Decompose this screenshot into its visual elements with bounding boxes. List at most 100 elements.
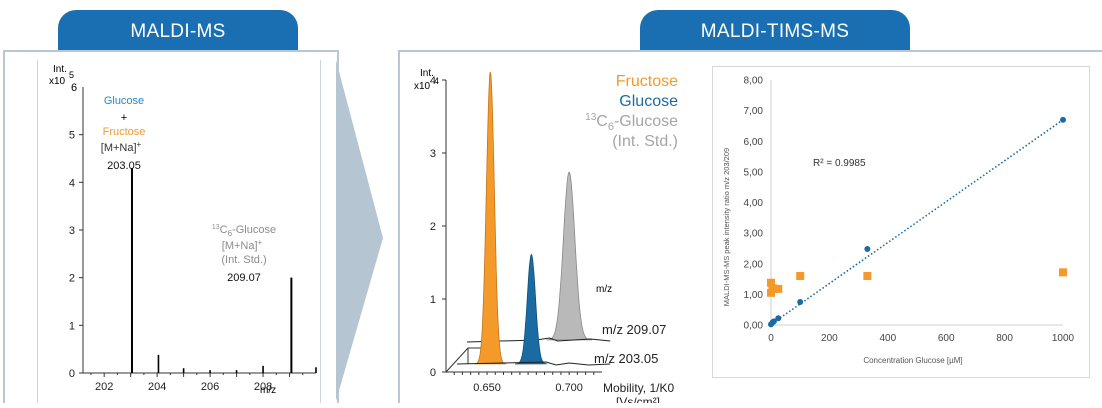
maldi-ms-tab: MALDI-MS — [58, 10, 298, 50]
cal-point-square — [767, 278, 775, 287]
tims-y-tick-label: 3 — [430, 148, 436, 160]
cal-point-square — [796, 272, 805, 280]
y-axis-label: Int. — [53, 64, 67, 75]
legend-istd: (Int. Std.) — [612, 133, 678, 150]
istd-label: (Int. Std.) — [221, 254, 266, 266]
maldi-ms-panel: Int. x10 5 6 0 1 2 3 4 5 202 204 206 208 m/z Gluc… — [3, 50, 339, 403]
cal-x-tick-label: 600 — [938, 333, 955, 344]
maldi-ms-spectrum: Int. x10 5 6 0 1 2 3 4 5 202 204 206 208 m/z Gluc… — [49, 64, 317, 396]
cal-y-tick-label: 4,00 — [744, 198, 764, 209]
cal-point-square — [1059, 268, 1067, 277]
legend-c13-sup: 13 — [585, 112, 597, 123]
ms-axes: 0 1 2 3 4 5 202 204 206 208 — [69, 87, 316, 393]
istd-c13-sup: 13 — [212, 224, 220, 231]
cal-x-tick-label: 0 — [768, 333, 774, 344]
tims-y-axis-exponent: 4 — [434, 76, 439, 86]
istd-ion-sup: + — [258, 238, 263, 247]
cal-trendline — [770, 119, 1064, 326]
legend-fructose: Fructose — [616, 73, 678, 90]
x-axis-label: m/z — [260, 385, 276, 396]
y-top-tick: 6 — [71, 82, 77, 94]
cal-axes: 0,00 1,00 2,00 3,00 4,00 5,00 6,00 7,00 8,00 0 200… — [744, 76, 1075, 345]
tims-peaks — [456, 71, 611, 366]
legend-c13-main: C — [596, 113, 608, 130]
maldi-tims-ms-tab: MALDI-TIMS-MS — [640, 10, 910, 50]
istd-c13-sub: 6 — [228, 229, 233, 238]
legend-glucose: Glucose — [619, 93, 678, 110]
annotation-mz-203: 203.05 — [107, 160, 141, 172]
legend-c13-glucose: 13C6-Glucose — [585, 112, 678, 133]
trace-label-209: m/z 209.07 — [602, 322, 666, 337]
y-axis-exponent: 5 — [69, 70, 74, 80]
chevron-arrow-icon — [336, 60, 383, 401]
cal-point-circle — [797, 299, 804, 306]
legend-c13-rest: -Glucose — [614, 113, 678, 130]
cal-x-tick-label: 1000 — [1052, 333, 1075, 344]
cal-point-circle — [864, 246, 871, 253]
tims-y-axis-multiplier: x10 — [414, 81, 431, 92]
maldi-tims-ms-panel: Int. x10 4 0 1 2 3 4 0.650 0.700 m/z m/z 209.0… — [398, 50, 1102, 408]
ms-y-tick-label: 4 — [69, 177, 75, 189]
z-axis-label: m/z — [596, 284, 612, 295]
maldi-ms-plot-area: Int. x10 5 6 0 1 2 3 4 5 202 204 206 208 m/z Gluc… — [37, 60, 321, 403]
istd-ion: [M+Na]+ — [222, 238, 263, 252]
tims-peak-c13-glucose — [546, 171, 593, 341]
tims-y-tick-label: 1 — [430, 294, 436, 306]
cal-x-tick-label: 200 — [821, 333, 838, 344]
annotation-ion-text: [M+Na] — [101, 142, 137, 154]
cal-y-axis-label: MALDI-MS-MS peak intensity ratio m/z 203… — [722, 148, 731, 306]
ms-y-tick-label: 1 — [69, 320, 75, 332]
calibration-scatter: 0,00 1,00 2,00 3,00 4,00 5,00 6,00 7,00 8,00 0 200… — [722, 76, 1075, 366]
cal-y-tick-label: 5,00 — [744, 167, 764, 178]
trace-label-203: m/z 203.05 — [594, 351, 658, 366]
istd-c13-main: C — [220, 224, 228, 236]
cal-r-squared: R² = 0.9985 — [813, 158, 866, 169]
tims-depth-axis — [445, 347, 484, 373]
tims-x-tick-label: 0.700 — [555, 382, 583, 394]
istd-c13-rest: -Glucose — [232, 224, 276, 236]
cal-y-tick-label: 0,00 — [744, 321, 764, 332]
cal-y-tick-label: 8,00 — [744, 76, 764, 87]
ms-y-tick-label: 5 — [69, 130, 75, 142]
cal-point-circle — [1060, 116, 1066, 123]
tims-x-axis-label: Mobility, 1/K0 — [603, 381, 674, 395]
cal-x-tick-label: 800 — [996, 333, 1013, 344]
ms-x-tick-label: 206 — [201, 381, 219, 393]
cal-point-circle — [770, 318, 777, 325]
cal-y-tick-label: 6,00 — [744, 137, 764, 148]
tims-x-tick-label: 0.650 — [473, 382, 501, 394]
mobility-plot-area: Int. x10 4 0 1 2 3 4 0.650 0.700 m/z m/z 209.0… — [400, 60, 710, 408]
ms-y-tick-label: 0 — [69, 368, 75, 380]
tims-y-tick-label: 0 — [430, 367, 436, 379]
annotation-ion: [M+Na]+ — [101, 140, 142, 154]
tims-y-axis-label: Int. — [420, 68, 434, 79]
tims-y-tick-label: 4 — [430, 75, 436, 87]
cal-x-axis-label: Concentration Glucose [µM] — [863, 356, 962, 365]
cal-x-tick-label: 400 — [879, 333, 896, 344]
ms-peaks — [130, 168, 317, 373]
tims-peak-glucose — [514, 253, 548, 365]
tims-y-tick-label: 2 — [430, 221, 436, 233]
tims-trace-203 — [456, 361, 611, 366]
ms-x-tick-label: 202 — [95, 381, 113, 393]
annotation-plus: + — [121, 112, 127, 124]
cal-y-tick-label: 1,00 — [744, 290, 764, 301]
legend-c13-sub: 6 — [608, 121, 614, 133]
cal-points — [767, 116, 1067, 328]
ms-x-tick-label: 208 — [254, 381, 272, 393]
cal-point-square — [769, 284, 778, 293]
annotation-fructose: Fructose — [103, 126, 146, 138]
ms-y-tick-label: 2 — [69, 273, 75, 285]
cal-y-tick-label: 7,00 — [744, 106, 764, 117]
cal-point-circle — [775, 315, 782, 322]
cal-y-tick-label: 3,00 — [744, 229, 764, 240]
cal-point-square — [774, 284, 783, 293]
annotation-mz-209: 209.07 — [227, 272, 261, 284]
cal-y-tick-label: 2,00 — [744, 259, 764, 270]
annotation-ion-sup: + — [137, 140, 142, 149]
calibration-chart-box: 0,00 1,00 2,00 3,00 4,00 5,00 6,00 7,00 8,00 0 200… — [712, 66, 1090, 378]
tims-axes: 0 1 2 3 4 0.650 0.700 — [430, 75, 602, 394]
tims-mobilogram: Int. x10 4 0 1 2 3 4 0.650 0.700 m/z m/z 209.0… — [414, 68, 678, 408]
annotation-glucose: Glucose — [104, 95, 144, 107]
istd-name: 13C6-Glucose — [212, 224, 276, 238]
